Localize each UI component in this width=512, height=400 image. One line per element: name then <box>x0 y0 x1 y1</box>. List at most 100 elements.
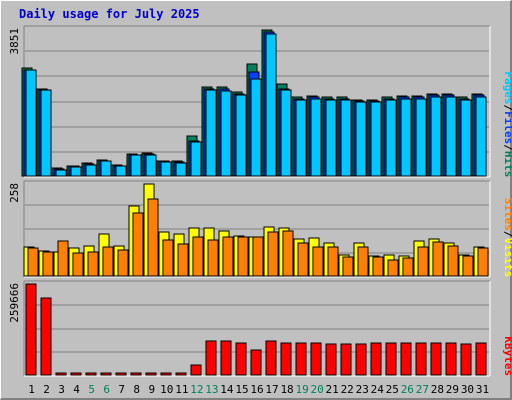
bar-kbytes-day-21 <box>325 343 337 376</box>
bar-kbytes-day-12 <box>190 364 202 376</box>
bar-sites-day-4 <box>72 252 84 277</box>
legend-item: KBytes <box>502 336 512 376</box>
bar-pages-day-24 <box>370 101 382 177</box>
bar-pages-day-16 <box>250 78 262 177</box>
bar-kbytes-day-6 <box>100 372 112 376</box>
x-label-day-5: 5 <box>88 383 95 396</box>
bar-pages-day-11 <box>175 162 187 177</box>
x-label-day-25: 25 <box>386 383 399 396</box>
bar-pages-day-27 <box>415 98 427 177</box>
bar-kbytes-day-17 <box>265 340 277 376</box>
bar-pages-day-23 <box>355 101 367 177</box>
bar-pages-day-28 <box>430 96 442 177</box>
bar-kbytes-day-16 <box>250 349 262 376</box>
x-label-day-17: 17 <box>265 383 278 396</box>
x-label-day-24: 24 <box>371 383 385 396</box>
bar-sites-day-29 <box>447 245 459 277</box>
bar-kbytes-day-23 <box>355 343 367 376</box>
x-label-day-1: 1 <box>28 383 35 396</box>
x-label-day-22: 22 <box>341 383 354 396</box>
bar-sites-day-23 <box>357 246 369 277</box>
bar-sites-day-28 <box>432 241 444 277</box>
bar-sites-day-8 <box>132 212 144 277</box>
x-label-day-27: 27 <box>416 383 429 396</box>
bar-pages-day-4 <box>70 166 82 177</box>
bar-sites-day-24 <box>372 256 384 277</box>
bar-pages-day-20 <box>310 98 322 177</box>
bar-pages-day-9 <box>145 154 157 177</box>
bar-pages-day-19 <box>295 99 307 177</box>
bar-sites-day-10 <box>162 239 174 277</box>
bar-kbytes-day-31 <box>475 342 487 376</box>
bar-kbytes-day-13 <box>205 340 217 376</box>
bar-kbytes-day-19 <box>295 342 307 376</box>
x-label-day-26: 26 <box>401 383 414 396</box>
x-label-day-14: 14 <box>220 383 234 396</box>
bar-kbytes-day-22 <box>340 343 352 376</box>
x-label-day-3: 3 <box>58 383 65 396</box>
bar-pages-day-12 <box>190 141 202 177</box>
bar-kbytes-day-5 <box>85 372 97 376</box>
legend-visits-sites: Sites/Visits <box>502 198 512 277</box>
bar-pages-day-31 <box>475 96 487 177</box>
x-label-day-13: 13 <box>205 383 218 396</box>
bar-sites-day-12 <box>192 236 204 277</box>
x-label-day-8: 8 <box>133 383 140 396</box>
bar-pages-day-1 <box>25 69 37 177</box>
bar-pages-day-25 <box>385 99 397 177</box>
bar-sites-day-3 <box>57 240 69 277</box>
bar-kbytes-day-15 <box>235 342 247 376</box>
x-label-day-11: 11 <box>175 383 188 396</box>
bar-kbytes-day-25 <box>385 342 397 376</box>
bar-kbytes-day-20 <box>310 342 322 376</box>
x-label-day-16: 16 <box>250 383 263 396</box>
y-max-label: 259666 <box>8 283 21 323</box>
legend-hits-files-pages: Pages/Files/Hits <box>502 71 512 177</box>
bar-sites-day-17 <box>267 231 279 277</box>
bar-pages-day-29 <box>445 96 457 177</box>
x-label-day-20: 20 <box>311 383 324 396</box>
bar-kbytes-day-8 <box>130 372 142 376</box>
bar-sites-day-15 <box>237 236 249 277</box>
bar-kbytes-day-28 <box>430 342 442 376</box>
bar-kbytes-day-18 <box>280 342 292 376</box>
x-label-day-9: 9 <box>148 383 155 396</box>
bar-sites-day-26 <box>402 257 414 277</box>
x-label-day-18: 18 <box>280 383 293 396</box>
bar-kbytes-day-27 <box>415 342 427 376</box>
x-label-day-15: 15 <box>235 383 248 396</box>
bar-pages-day-7 <box>115 165 127 177</box>
bar-kbytes-day-29 <box>445 342 457 376</box>
bar-sites-day-30 <box>462 255 474 277</box>
bar-pages-day-15 <box>235 94 247 177</box>
bar-sites-day-13 <box>207 239 219 277</box>
legend-item: Pages <box>502 71 512 104</box>
x-label-day-28: 28 <box>431 383 444 396</box>
bar-sites-day-21 <box>327 246 339 277</box>
x-label-day-7: 7 <box>118 383 125 396</box>
bar-kbytes-day-1 <box>25 283 37 376</box>
x-label-day-30: 30 <box>461 383 474 396</box>
bar-sites-day-9 <box>147 198 159 277</box>
x-label-day-12: 12 <box>190 383 203 396</box>
bar-sites-day-22 <box>342 256 354 277</box>
bar-pages-day-30 <box>460 99 472 177</box>
bar-sites-day-2 <box>42 251 54 277</box>
legend-item: Hits <box>502 151 512 178</box>
bar-sites-day-14 <box>222 236 234 277</box>
x-label-day-23: 23 <box>356 383 369 396</box>
bar-sites-day-25 <box>387 259 399 277</box>
bar-kbytes-day-10 <box>160 372 172 376</box>
bar-pages-day-18 <box>280 89 292 177</box>
bar-pages-day-22 <box>340 99 352 177</box>
bar-sites-day-11 <box>177 243 189 277</box>
x-label-day-21: 21 <box>326 383 339 396</box>
bar-sites-day-1 <box>27 247 39 277</box>
bar-kbytes-day-30 <box>460 343 472 376</box>
bar-kbytes-day-3 <box>55 372 67 376</box>
bar-pages-day-3 <box>55 169 67 177</box>
y-max-label: 258 <box>8 183 21 203</box>
bar-sites-day-18 <box>282 230 294 277</box>
x-label-day-2: 2 <box>43 383 50 396</box>
bar-sites-day-31 <box>477 247 489 277</box>
